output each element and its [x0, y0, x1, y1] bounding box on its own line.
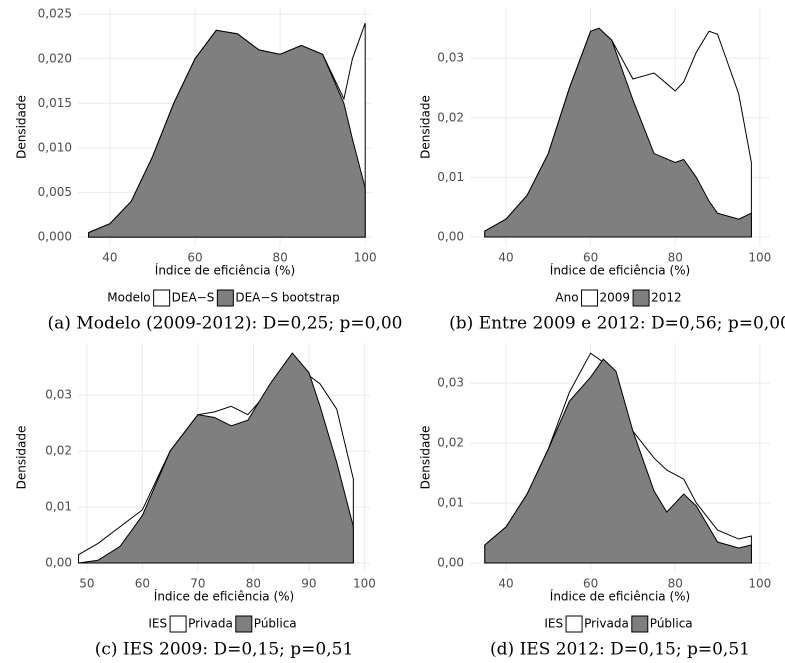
legend-label: 2012: [651, 291, 682, 305]
legend: Ano 2009 2012: [555, 289, 682, 307]
y-tick-label: 0,00: [437, 556, 464, 570]
x-axis-label: Índice de eficiência (%): [154, 589, 294, 604]
y-tick-label: 0,025: [38, 7, 72, 21]
y-tick-label: 0,00: [437, 230, 464, 244]
legend-swatch: [565, 615, 583, 633]
y-tick-label: 0,03: [437, 51, 464, 65]
x-tick-label: 60: [583, 577, 598, 591]
x-tick-label: 100: [354, 251, 377, 265]
x-tick-label: 40: [498, 251, 513, 265]
y-tick-label: 0,000: [38, 230, 72, 244]
y-tick-label: 0,03: [45, 388, 72, 402]
x-tick-label: 80: [272, 251, 287, 265]
legend-swatch: [581, 289, 599, 307]
legend-swatch: [169, 615, 187, 633]
legend-swatch: [235, 615, 253, 633]
y-tick-label: 0,02: [437, 110, 464, 124]
x-tick-label: 40: [102, 251, 117, 265]
legend-title: Ano: [555, 291, 578, 305]
legend-swatch: [631, 615, 649, 633]
x-axis-label: Índice de eficiência (%): [550, 589, 690, 604]
y-tick-label: 0,02: [437, 436, 464, 450]
y-tick-label: 0,00: [45, 556, 72, 570]
x-tick-label: 60: [583, 251, 598, 265]
y-axis-label: Densidade: [15, 95, 29, 159]
density-area: [484, 358, 752, 564]
legend: IES Privada Pública: [148, 615, 297, 633]
y-tick-label: 0,01: [437, 496, 464, 510]
legend-label: Privada: [188, 617, 233, 631]
x-tick-label: 100: [748, 251, 771, 265]
y-axis-label: Densidade: [15, 426, 29, 490]
x-tick-label: 100: [748, 577, 771, 591]
caption: (d) IES 2012: D=0,15; p=0,51: [490, 640, 750, 660]
y-tick-label: 0,005: [38, 185, 72, 199]
legend-label: Pública: [650, 617, 693, 631]
y-axis-label: Densidade: [419, 95, 433, 159]
density-area: [484, 27, 752, 238]
y-tick-label: 0,02: [45, 444, 72, 458]
caption: (b) Entre 2009 e 2012: D=0,56; p=0,00: [449, 314, 785, 334]
x-tick-label: 80: [668, 577, 683, 591]
legend-label: Privada: [584, 617, 629, 631]
density-area: [88, 29, 366, 238]
legend-swatch: [216, 289, 234, 307]
x-tick-label: 90: [301, 577, 316, 591]
y-tick-label: 0,01: [437, 170, 464, 184]
x-tick-label: 100: [353, 577, 376, 591]
x-axis-label: Índice de eficiência (%): [550, 263, 690, 278]
legend-title: IES: [148, 617, 167, 631]
y-tick-label: 0,015: [38, 96, 72, 110]
legend-label: Pública: [254, 617, 297, 631]
x-axis-label: Índice de eficiência (%): [155, 263, 295, 278]
legend: Modelo DEA−S DEA−S bootstrap: [107, 289, 340, 307]
caption: (c) IES 2009: D=0,15; p=0,51: [95, 640, 354, 660]
y-tick-label: 0,01: [45, 500, 72, 514]
legend-label: 2009: [600, 291, 631, 305]
x-tick-label: 50: [79, 577, 94, 591]
y-tick-label: 0,020: [38, 51, 72, 65]
legend-title: Modelo: [107, 291, 150, 305]
legend-swatch: [153, 289, 171, 307]
legend-label: DEA−S: [172, 291, 215, 305]
x-tick-label: 70: [190, 577, 205, 591]
x-tick-label: 80: [246, 577, 261, 591]
x-tick-label: 40: [498, 577, 513, 591]
legend: IES Privada Pública: [544, 615, 693, 633]
y-tick-label: 0,03: [437, 376, 464, 390]
legend-label: DEA−S bootstrap: [235, 291, 339, 305]
caption: (a) Modelo (2009-2012): D=0,25; p=0,00: [48, 314, 403, 334]
density-area: [78, 352, 354, 564]
y-tick-label: 0,010: [38, 140, 72, 154]
x-tick-label: 60: [135, 577, 150, 591]
legend-title: IES: [544, 617, 563, 631]
legend-swatch: [632, 289, 650, 307]
y-axis-label: Densidade: [419, 426, 433, 490]
x-tick-label: 80: [668, 251, 683, 265]
x-tick-label: 60: [187, 251, 202, 265]
